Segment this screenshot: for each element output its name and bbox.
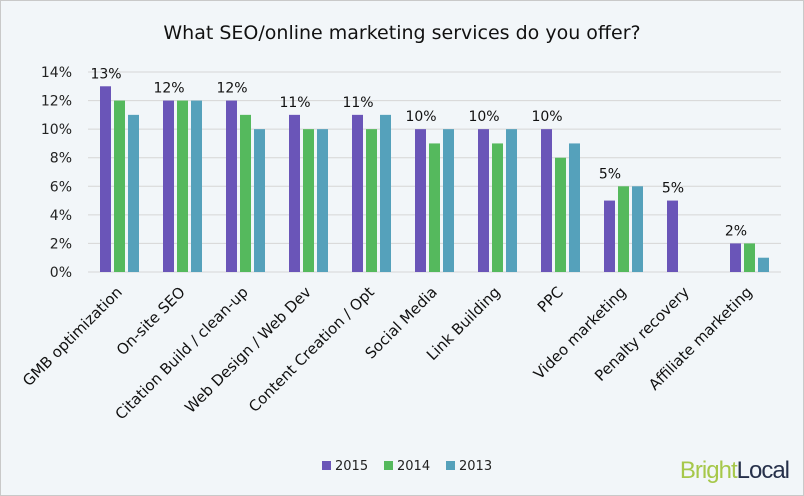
data-label: 11%	[279, 95, 310, 111]
bar-2014	[492, 143, 503, 272]
x-category-label: GMB optimization	[19, 283, 126, 390]
logo-part-local: Local	[736, 457, 790, 484]
data-label: 10%	[405, 109, 436, 125]
bar-2013	[569, 143, 580, 272]
brightlocal-logo: BrightLocal	[679, 457, 790, 485]
bar-2015	[604, 200, 615, 272]
legend-label: 2014	[397, 459, 430, 474]
x-category-label: PPC	[534, 283, 567, 316]
data-label: 12%	[216, 81, 247, 97]
bar-2014	[177, 100, 188, 272]
y-tick-label: 14%	[41, 65, 72, 81]
bar-2015	[541, 129, 552, 272]
bar-2014	[555, 157, 566, 272]
bar-2015	[289, 114, 300, 272]
bar-2014	[114, 100, 125, 272]
bar-2013	[380, 114, 391, 272]
x-category-label: Content Creation / Opt	[245, 283, 378, 416]
bar-2013	[758, 257, 769, 272]
x-category-label: Web Design / Web Dev	[181, 283, 315, 417]
y-tick-label: 4%	[50, 208, 72, 224]
bar-2013	[317, 129, 328, 272]
bar-2013	[128, 114, 139, 272]
bar-2014	[618, 186, 629, 272]
data-label: 13%	[90, 66, 121, 82]
bar-2015	[226, 100, 237, 272]
bar-2015	[415, 129, 426, 272]
bar-2014	[744, 243, 755, 272]
legend-swatch-2014	[384, 461, 393, 470]
y-tick-label: 6%	[50, 179, 72, 195]
bar-2014	[240, 114, 251, 272]
y-tick-label: 12%	[41, 94, 72, 110]
x-category-label: Affiliate marketing	[645, 283, 756, 394]
legend-label: 2013	[459, 459, 492, 474]
legend-label: 2015	[335, 459, 368, 474]
data-label: 12%	[153, 81, 184, 97]
data-label: 5%	[599, 166, 621, 182]
data-label: 10%	[468, 109, 499, 125]
bar-2013	[506, 129, 517, 272]
bar-2013	[254, 129, 265, 272]
bar-2014	[366, 129, 377, 272]
data-label: 10%	[531, 109, 562, 125]
data-label: 11%	[342, 95, 373, 111]
legend-swatch-2015	[322, 461, 331, 470]
y-tick-label: 2%	[50, 236, 72, 252]
bar-2014	[429, 143, 440, 272]
bar-2015	[352, 114, 363, 272]
bar-2015	[163, 100, 174, 272]
bar-2015	[100, 86, 111, 273]
logo-part-bright: Bright	[679, 457, 738, 484]
y-tick-label: 0%	[50, 265, 72, 281]
chart-title: What SEO/online marketing services do yo…	[163, 22, 640, 44]
bar-2015	[478, 129, 489, 272]
bar-2013	[443, 129, 454, 272]
y-tick-label: 10%	[41, 122, 72, 138]
bar-2015	[730, 243, 741, 272]
data-label: 5%	[662, 181, 684, 197]
y-tick-label: 8%	[50, 151, 72, 167]
bar-2014	[303, 129, 314, 272]
bar-2013	[191, 100, 202, 272]
bar-2013	[632, 186, 643, 272]
legend-swatch-2013	[446, 461, 455, 470]
data-label: 2%	[725, 223, 747, 239]
bar-2015	[667, 200, 678, 272]
